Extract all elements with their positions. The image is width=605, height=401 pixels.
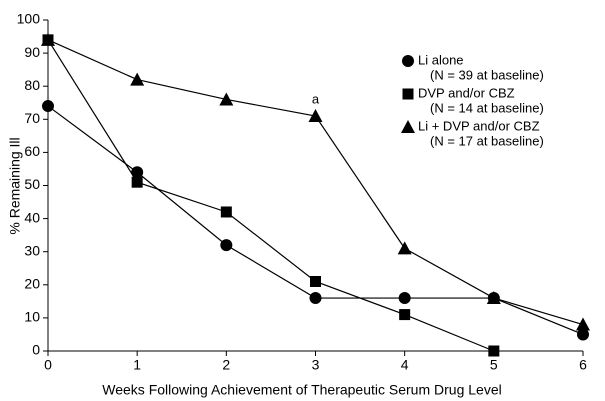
marker-square	[402, 88, 414, 100]
marker-square	[220, 206, 232, 218]
marker-triangle	[308, 108, 323, 122]
legend-note: (N = 17 at baseline)	[430, 133, 544, 148]
marker-triangle	[576, 317, 590, 331]
marker-triangle	[486, 291, 501, 305]
marker-square	[310, 275, 321, 287]
y-tick-label: 70	[24, 110, 40, 126]
legend-note: (N = 39 at baseline)	[430, 67, 544, 82]
marker-circle	[309, 292, 322, 305]
legend-label: Li + DVP and/or CBZ	[418, 118, 540, 133]
y-tick-label: 20	[24, 276, 40, 292]
marker-circle	[577, 328, 589, 341]
y-tick-label: 10	[24, 309, 40, 325]
marker-circle	[220, 239, 233, 252]
legend-note: (N = 14 at baseline)	[430, 100, 544, 115]
marker-triangle	[219, 92, 234, 106]
marker-square	[399, 309, 411, 321]
marker-triangle	[401, 120, 415, 133]
annotation: a	[312, 91, 320, 106]
x-tick-label: 5	[490, 357, 498, 373]
marker-triangle	[130, 72, 145, 86]
marker-triangle	[41, 32, 55, 46]
marker-circle	[402, 55, 414, 67]
x-tick-label: 3	[312, 357, 320, 373]
legend-label: Li alone	[418, 52, 464, 67]
marker-circle	[131, 166, 144, 179]
x-tick-label: 6	[579, 357, 587, 373]
x-tick-label: 0	[44, 357, 52, 373]
x-tick-label: 2	[222, 357, 230, 373]
y-tick-label: 0	[32, 342, 40, 358]
marker-circle	[398, 292, 411, 305]
y-tick-label: 50	[24, 176, 40, 192]
y-tick-label: 30	[24, 242, 40, 258]
marker-square	[488, 345, 500, 357]
marker-square	[131, 176, 143, 188]
y-tick-label: 80	[24, 77, 40, 93]
y-tick-label: 90	[24, 44, 40, 60]
y-tick-label: 40	[24, 209, 40, 225]
marker-triangle	[397, 241, 412, 255]
x-tick-label: 4	[401, 357, 409, 373]
x-tick-label: 1	[133, 357, 141, 373]
x-axis-label: Weeks Following Achievement of Therapeut…	[102, 382, 501, 398]
y-axis-label: % Remaining Ill	[7, 137, 23, 234]
y-tick-label: 100	[17, 11, 41, 27]
series-line	[47, 39, 495, 352]
marker-circle	[42, 100, 54, 113]
legend-label: DVP and/or CBZ	[418, 85, 515, 100]
y-tick-label: 60	[24, 143, 40, 159]
